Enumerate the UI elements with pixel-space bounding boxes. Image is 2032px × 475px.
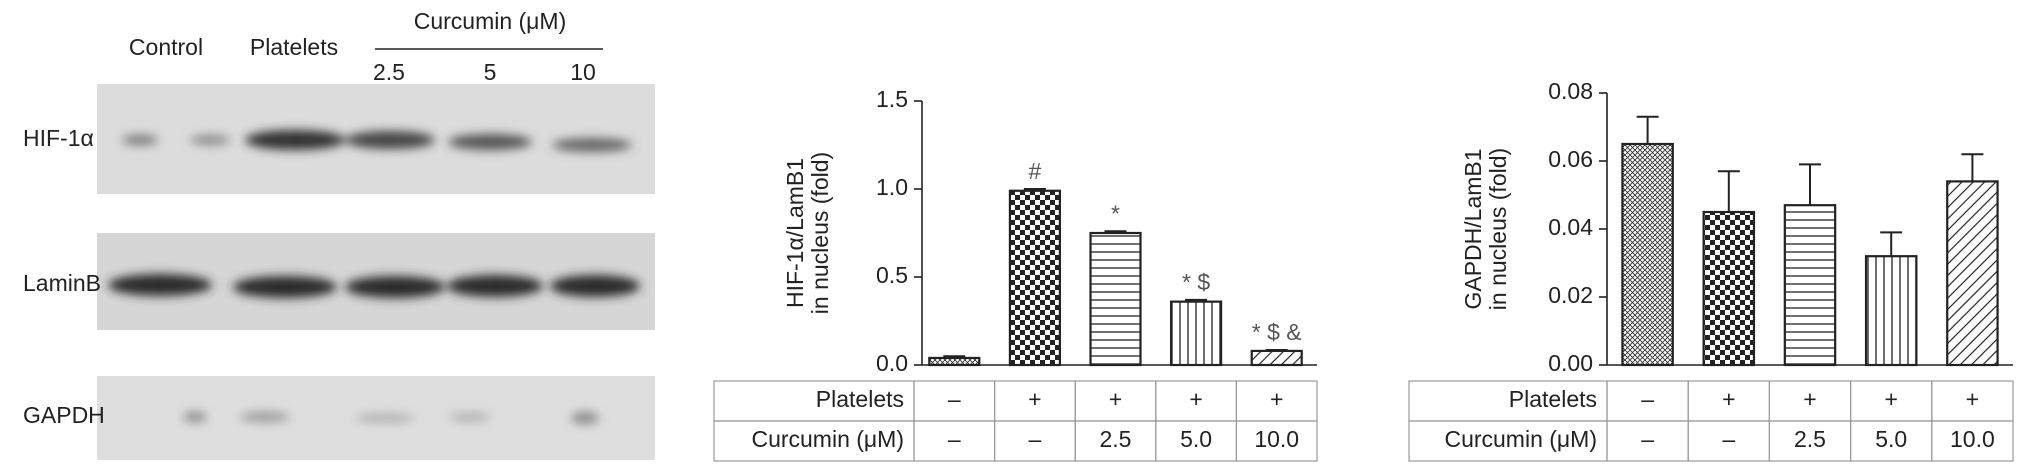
bar bbox=[1783, 204, 1837, 367]
row-label: LaminB bbox=[23, 270, 101, 296]
y-tick-label: 0.5 bbox=[876, 262, 908, 288]
table-text: – bbox=[948, 386, 961, 412]
lane-label: 2.5 bbox=[373, 59, 405, 85]
table-text: – bbox=[1722, 426, 1735, 452]
table-text: + bbox=[1803, 386, 1816, 412]
y-tick-label: 1.5 bbox=[876, 86, 908, 112]
table-cell bbox=[1931, 420, 2014, 462]
annotation: * $ & bbox=[1252, 319, 1302, 345]
table-text: + bbox=[1109, 386, 1122, 412]
table-text: Curcumin (μM) bbox=[751, 426, 904, 452]
table-text: Platelets bbox=[816, 386, 904, 412]
table-text: + bbox=[1884, 386, 1897, 412]
table-cell bbox=[1235, 420, 1318, 462]
table-text: 5.0 bbox=[1875, 426, 1907, 452]
table-text: 10.0 bbox=[1950, 426, 1995, 452]
lane-label: 5 bbox=[484, 59, 497, 85]
table-text: 2.5 bbox=[1794, 426, 1826, 452]
table-text: – bbox=[1641, 386, 1654, 412]
bands bbox=[108, 130, 640, 424]
y-axis-label: in nucleus (fold) bbox=[1485, 148, 1511, 310]
table-text: + bbox=[1966, 386, 1979, 412]
table-text: + bbox=[1270, 386, 1283, 412]
blot-group-label: Curcumin (μM) bbox=[414, 8, 567, 34]
annotation: * bbox=[1111, 200, 1120, 226]
table-text: – bbox=[1029, 426, 1042, 452]
bar bbox=[1008, 189, 1061, 367]
lane-label: 10 bbox=[570, 59, 596, 85]
table-text: + bbox=[1722, 386, 1735, 412]
y-tick-label: 0.04 bbox=[1548, 214, 1593, 240]
row-label: HIF-1α bbox=[23, 125, 94, 151]
bar bbox=[1089, 231, 1142, 367]
y-axis-label: HIF-1α/LamB1 bbox=[782, 158, 808, 308]
y-tick-label: 0.08 bbox=[1548, 78, 1593, 104]
bar bbox=[1702, 210, 1756, 367]
y-tick-label: 0.0 bbox=[876, 350, 908, 376]
table-text: + bbox=[1189, 386, 1202, 412]
table-text: 10.0 bbox=[1254, 426, 1299, 452]
table-text: Platelets bbox=[1509, 386, 1597, 412]
blot-group-label: Platelets bbox=[250, 34, 338, 60]
table-text: Curcumin (μM) bbox=[1444, 426, 1597, 452]
y-axis-label: GAPDH/LamB1 bbox=[1460, 148, 1486, 309]
row-label: GAPDH bbox=[23, 402, 105, 428]
y-tick-label: 0.02 bbox=[1548, 282, 1593, 308]
bar bbox=[1250, 349, 1303, 367]
bar bbox=[1621, 142, 1674, 367]
y-tick-label: 1.0 bbox=[876, 174, 908, 200]
table-text: 2.5 bbox=[1100, 426, 1132, 452]
table-text: 5.0 bbox=[1180, 426, 1212, 452]
y-tick-label: 0.06 bbox=[1548, 146, 1593, 172]
table-text: – bbox=[1641, 426, 1654, 452]
annotation: * $ bbox=[1182, 269, 1210, 295]
y-tick-label: 0.00 bbox=[1548, 350, 1593, 376]
bar bbox=[1946, 180, 1999, 367]
y-axis-label: in nucleus (fold) bbox=[807, 152, 833, 314]
bar bbox=[1170, 300, 1223, 367]
table-text: + bbox=[1028, 386, 1041, 412]
bar bbox=[1864, 255, 1918, 367]
table-text: – bbox=[948, 426, 961, 452]
annotation: # bbox=[1029, 158, 1042, 184]
bar bbox=[928, 356, 981, 367]
blot-group-label: Control bbox=[129, 34, 203, 60]
